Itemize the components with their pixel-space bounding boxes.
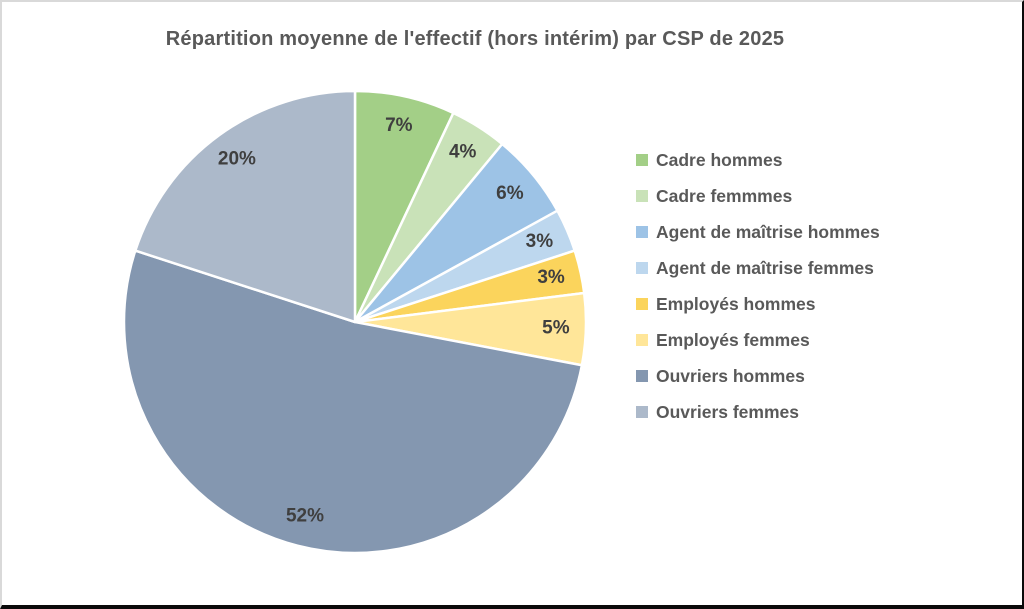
legend-label: Agent de maîtrise femmes	[656, 257, 874, 278]
legend-item-5: Employés hommes	[636, 286, 880, 322]
data-label-3: 6%	[496, 183, 524, 204]
legend-item-3: Agent de maîtrise hommes	[636, 214, 880, 250]
legend-swatch-icon	[636, 298, 648, 310]
data-label-5: 3%	[537, 267, 565, 288]
legend-item-4: Agent de maîtrise femmes	[636, 250, 880, 286]
legend-label: Employés femmes	[656, 329, 810, 350]
legend-swatch-icon	[636, 226, 648, 238]
legend-item-1: Cadre hommes	[636, 142, 880, 178]
legend-swatch-icon	[636, 334, 648, 346]
legend-label: Employés hommes	[656, 293, 816, 314]
legend-item-8: Ouvriers femmes	[636, 394, 880, 430]
data-label-6: 5%	[542, 317, 570, 338]
legend-item-2: Cadre femmmes	[636, 178, 880, 214]
legend-label: Ouvriers hommes	[656, 365, 805, 386]
chart-title: Répartition moyenne de l'effectif (hors …	[165, 28, 785, 50]
legend-swatch-icon	[636, 262, 648, 274]
legend-swatch-icon	[636, 370, 648, 382]
legend-swatch-icon	[636, 154, 648, 166]
legend-swatch-icon	[636, 406, 648, 418]
pie-slice-8	[134, 89, 357, 324]
data-label-1: 7%	[385, 115, 413, 136]
legend-item-6: Employés femmes	[636, 322, 880, 358]
legend: Cadre hommes Cadre femmmes Agent de maîtri…	[636, 142, 880, 430]
data-label-2: 4%	[449, 141, 477, 162]
legend-label: Cadre femmmes	[656, 185, 793, 206]
legend-label: Agent de maîtrise hommes	[656, 221, 880, 242]
legend-swatch-icon	[636, 190, 648, 202]
data-label-4: 3%	[526, 231, 554, 252]
legend-label: Ouvriers femmes	[656, 401, 799, 422]
legend-item-7: Ouvriers hommes	[636, 358, 880, 394]
pie-slice-7	[122, 249, 584, 555]
legend-label: Cadre hommes	[656, 149, 783, 170]
pie-slice-1	[353, 89, 455, 324]
data-label-8: 20%	[218, 148, 256, 169]
data-label-7: 52%	[286, 506, 324, 527]
